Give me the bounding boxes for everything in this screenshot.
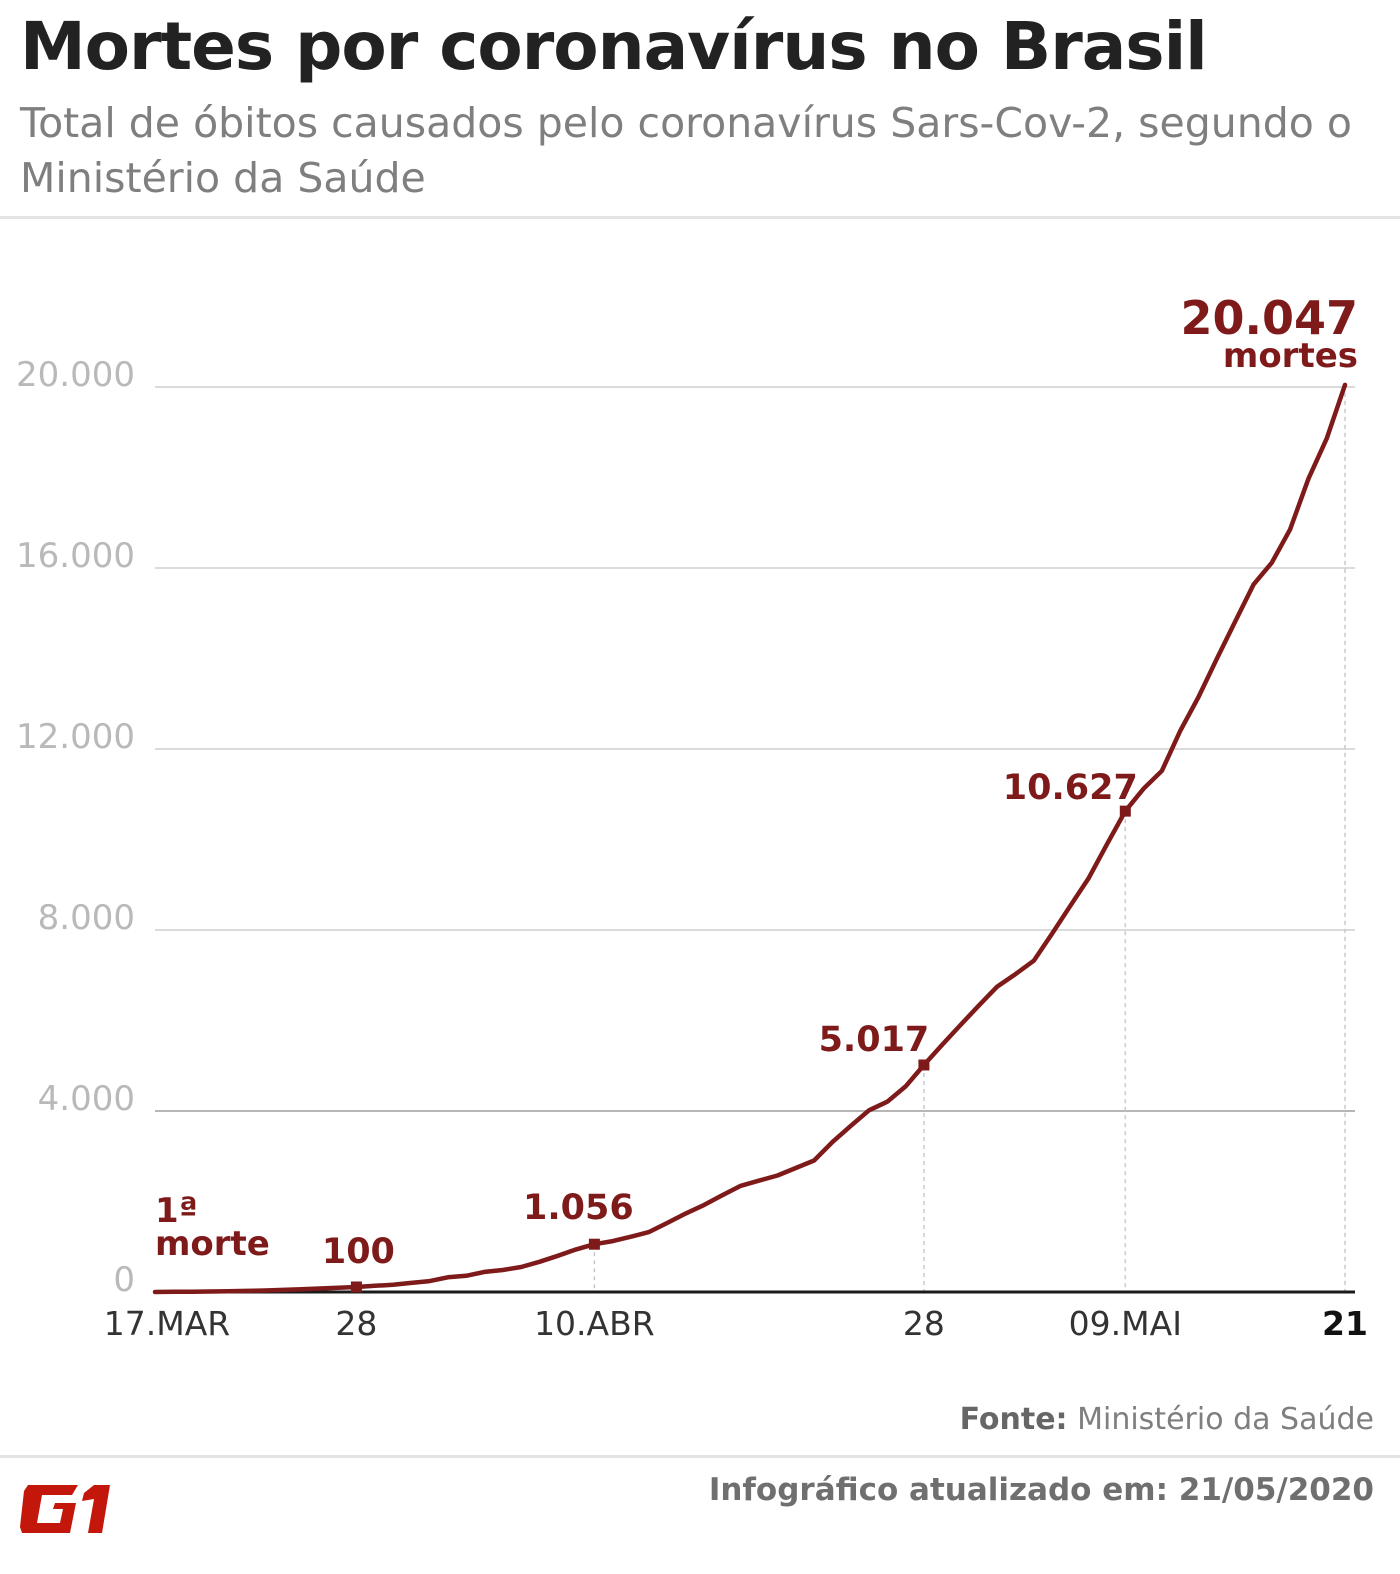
series-line [152,382,1348,1295]
x-tick-label: 09.MAI [1069,1304,1182,1343]
y-tick-label: 12.000 [16,717,135,757]
annotation-label: 1.056 [523,1188,634,1228]
x-tick-label: 28 [903,1304,945,1343]
x-tick-label: 21 [1322,1304,1368,1343]
point-marker [1119,805,1131,817]
header-divider [0,216,1400,219]
y-tick-label: 16.000 [16,536,135,576]
annotation-label: 100 [322,1232,395,1272]
chart-title: Mortes por coronavírus no Brasil [20,8,1208,85]
annotation-sublabel: mortes [1223,336,1358,376]
source-text: Ministério da Saúde [1077,1402,1374,1437]
g1-logo [20,1485,110,1533]
source-note: Fonte: Ministério da Saúde [960,1402,1374,1437]
y-tick-label: 4.000 [38,1079,135,1119]
point-marker [350,1281,362,1293]
updated-note: Infográfico atualizado em: 21/05/2020 [708,1472,1374,1508]
annotation-label: 10.627 [1003,768,1138,808]
point-marker [588,1238,600,1250]
source-label: Fonte: [959,1402,1068,1437]
x-tick-label: 17.MAR [104,1304,230,1343]
footer-divider [0,1455,1400,1458]
y-tick-label: 0 [113,1260,135,1300]
annotation-label-final: 20.047 [1180,291,1358,345]
x-tick-label: 28 [335,1304,377,1343]
annotation-label: 5.017 [819,1020,930,1060]
y-tick-label: 20.000 [16,355,135,395]
line-chart: 0 4.000 8.000 12.000 16.000 20.000 17.MAR 28 10.… [16,291,1368,1343]
x-tick-label: 10.ABR [534,1304,655,1343]
annotation-label: 1ª [155,1191,198,1231]
annotation-label: morte [155,1224,270,1264]
y-tick-label: 8.000 [38,898,135,938]
chart-subtitle: Total de óbitos causados pelo coronavíru… [20,99,1352,202]
point-marker [918,1059,930,1071]
